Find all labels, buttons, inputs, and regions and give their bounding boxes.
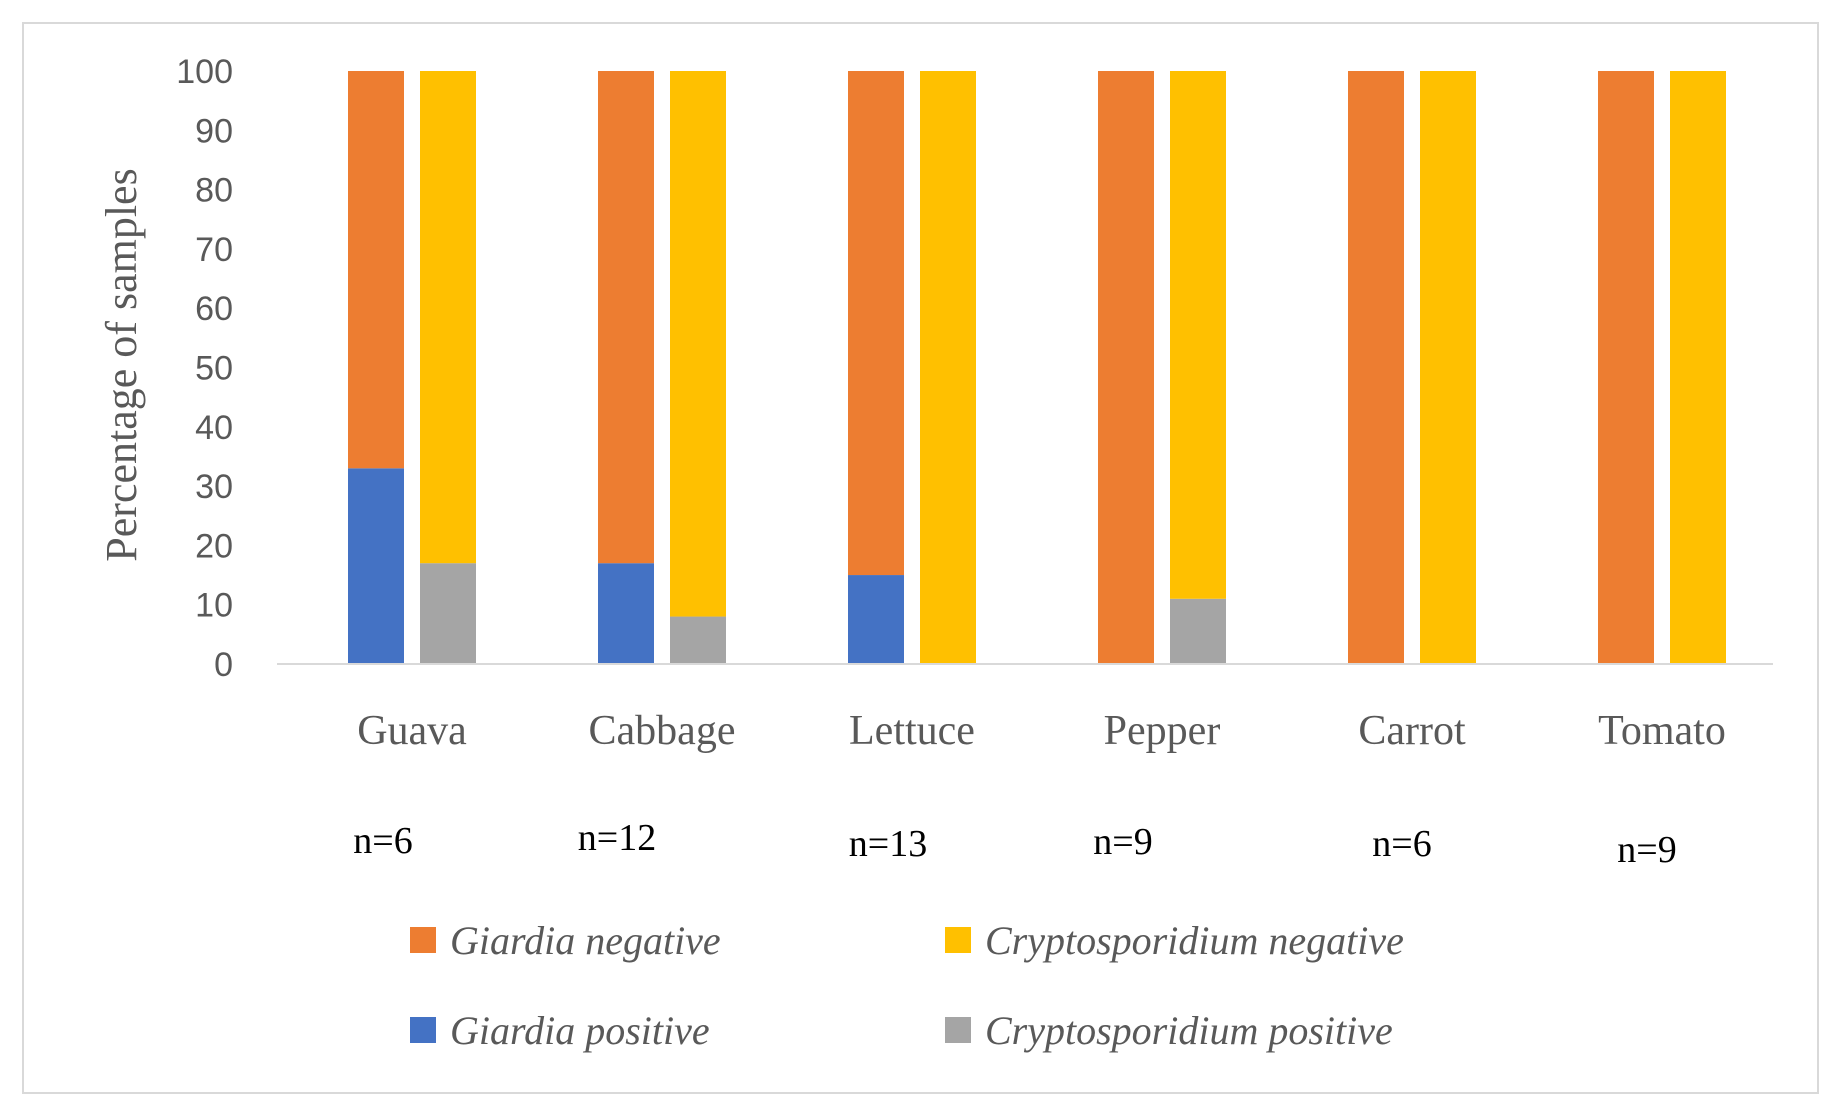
bar-segment xyxy=(848,575,904,664)
y-axis-ticks: 0 10 20 30 40 50 60 70 80 90 100 xyxy=(176,53,233,684)
bar-segment xyxy=(1098,71,1154,664)
legend-label: Giardia positive xyxy=(450,1008,710,1053)
bar-segment xyxy=(670,71,726,617)
bar-segment xyxy=(1348,71,1404,664)
x-tick-label: Tomato xyxy=(1598,708,1726,754)
y-axis-title: Percentage of samples xyxy=(97,168,146,561)
legend-label: Giardia negative xyxy=(450,918,721,963)
x-tick-label: Pepper xyxy=(1104,708,1221,754)
sample-size-label: n=13 xyxy=(849,823,927,865)
bar-segment xyxy=(598,563,654,664)
y-tick-label: 90 xyxy=(195,112,233,150)
bar-segment xyxy=(420,71,476,564)
y-tick-label: 0 xyxy=(214,646,233,684)
y-tick-label: 80 xyxy=(195,172,233,210)
bar-segment xyxy=(420,563,476,664)
bar-segment xyxy=(598,71,654,564)
sample-size-label: n=12 xyxy=(578,817,656,859)
x-tick-label: Cabbage xyxy=(589,708,736,754)
sample-size-label: n=6 xyxy=(353,820,412,862)
bar-segment xyxy=(670,616,726,664)
sample-size-label: n=9 xyxy=(1093,821,1152,863)
bar-segment xyxy=(1670,71,1726,664)
category-labels: Guava Cabbage Lettuce Pepper Carrot Tomato xyxy=(357,708,1726,754)
bar-segment xyxy=(348,71,404,469)
x-tick-label: Guava xyxy=(357,708,467,754)
legend: Giardia negative Cryptosporidium negative… xyxy=(410,918,1404,1053)
bar-segment xyxy=(1170,71,1226,599)
y-tick-label: 50 xyxy=(195,350,233,388)
legend-label: Cryptosporidium negative xyxy=(985,918,1404,963)
y-tick-label: 30 xyxy=(195,468,233,506)
y-tick-label: 40 xyxy=(195,409,233,447)
y-tick-label: 70 xyxy=(195,231,233,269)
legend-swatch xyxy=(410,1017,436,1043)
legend-swatch xyxy=(410,927,436,953)
bar-segment xyxy=(1598,71,1654,664)
sample-size-label: n=6 xyxy=(1372,823,1431,865)
x-tick-label: Lettuce xyxy=(849,708,975,754)
bar-segment xyxy=(348,468,404,664)
sample-size-labels: n=6 n=12 n=13 n=9 n=6 n=9 xyxy=(353,817,1676,871)
y-tick-label: 60 xyxy=(195,290,233,328)
legend-swatch xyxy=(945,927,971,953)
bars xyxy=(348,71,1726,664)
bar-segment xyxy=(1170,598,1226,664)
sample-size-label: n=9 xyxy=(1617,829,1676,871)
legend-label: Cryptosporidium positive xyxy=(985,1008,1393,1053)
bar-segment xyxy=(920,71,976,664)
bar-segment xyxy=(848,71,904,576)
bar-segment xyxy=(1420,71,1476,664)
y-tick-label: 100 xyxy=(176,53,233,91)
legend-swatch xyxy=(945,1017,971,1043)
y-tick-label: 20 xyxy=(195,527,233,565)
x-tick-label: Carrot xyxy=(1358,708,1466,754)
y-tick-label: 10 xyxy=(195,587,233,625)
